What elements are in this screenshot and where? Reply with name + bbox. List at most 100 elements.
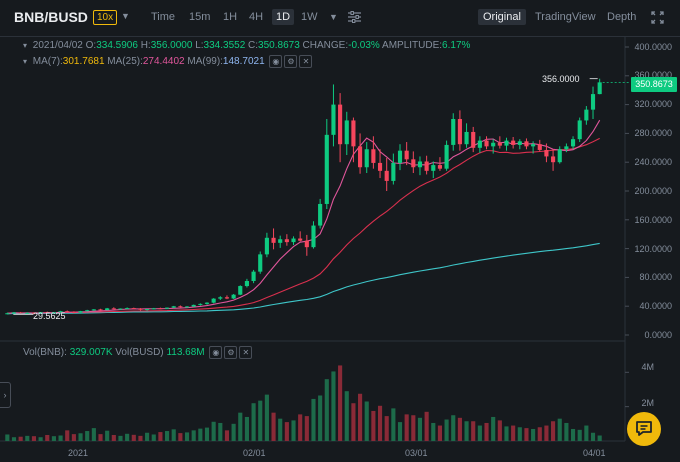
chevron-down-icon[interactable]: ▾ <box>23 57 28 67</box>
timeframe-1h[interactable]: 1H <box>223 11 238 23</box>
ma7-label: MA(7): <box>32 56 63 68</box>
high-value: 356.0000 <box>150 40 193 51</box>
candle-body <box>338 104 343 145</box>
candle-body <box>284 239 289 243</box>
candle-body <box>204 302 210 304</box>
candle-body <box>551 156 556 163</box>
volume-bar <box>491 416 496 441</box>
candle-body <box>105 308 110 311</box>
tab-depth[interactable]: Depth <box>607 11 637 23</box>
volume-bar <box>358 393 363 441</box>
tab-tradingview[interactable]: TradingView <box>535 11 596 23</box>
price-axis-label: 320.0000 <box>634 99 672 109</box>
eye-icon[interactable]: ◉ <box>269 55 283 68</box>
volume-bar <box>371 410 376 441</box>
close-icon[interactable]: ✕ <box>239 346 253 359</box>
eye-icon[interactable]: ◉ <box>209 346 223 359</box>
volume-bar <box>564 422 569 441</box>
candle-body <box>145 309 150 311</box>
volume-bar <box>304 416 309 441</box>
settings-icon[interactable]: ⚙ <box>284 55 298 68</box>
timeframe-1w[interactable]: 1W <box>301 11 318 23</box>
change-label: CHANGE: <box>302 40 349 51</box>
volume-bar <box>590 432 596 441</box>
volume-bar <box>65 430 70 441</box>
timeframe-15m[interactable]: 15m <box>189 11 211 23</box>
volume-bar <box>111 434 116 441</box>
candle-body <box>491 142 496 147</box>
price-axis-label: 0.0000 <box>644 330 672 340</box>
volume-legend: Vol(BNB): 329.007K Vol(BUSD) 113.68M ◉ ⚙ ✕ <box>23 346 253 359</box>
candle-body <box>364 149 369 168</box>
amplitude-value: 6.17% <box>442 40 471 51</box>
candle-body <box>471 131 476 148</box>
volume-bar <box>105 430 110 441</box>
expand-panel-icon[interactable]: › <box>0 382 11 408</box>
volume-axis-label: 4M <box>641 362 654 372</box>
candle-body <box>38 312 43 314</box>
candle-body <box>318 203 323 226</box>
candle-body <box>91 309 96 311</box>
chat-support-button[interactable] <box>627 412 661 446</box>
ohlc-date: 2021/04/02 <box>32 40 83 51</box>
volume-bar <box>98 434 103 441</box>
volume-bar <box>51 436 56 441</box>
volume-bar <box>344 391 349 441</box>
chevron-down-icon[interactable]: ▼ <box>121 11 130 21</box>
candle-body <box>244 281 249 287</box>
vol-bnb-label: Vol(BNB): <box>23 347 67 359</box>
volume-bar <box>451 415 456 441</box>
timeframe-1d[interactable]: 1D <box>272 9 295 25</box>
candle-body <box>304 240 309 248</box>
candle-body <box>11 312 17 314</box>
ma99-label: MA(99): <box>187 56 223 68</box>
volume-bar <box>351 403 356 441</box>
volume-bar <box>11 437 17 441</box>
candle-body <box>231 294 236 299</box>
low-value: 334.3552 <box>203 40 246 51</box>
close-icon[interactable]: ✕ <box>299 55 313 68</box>
candle-body <box>238 286 243 295</box>
tab-original[interactable]: Original <box>478 9 526 25</box>
candle-body <box>45 312 50 314</box>
current-price-tag: 350.8673 <box>631 77 677 92</box>
candle-body <box>278 239 283 243</box>
candle-body <box>384 170 389 181</box>
volume-bar <box>151 434 156 441</box>
volume-bar <box>597 435 602 441</box>
candle-body <box>570 139 576 147</box>
time-axis-label: 04/01 <box>583 448 606 458</box>
ma-legend: ▾ MA(7):301.7681 MA(25):274.4402 MA(99):… <box>23 55 313 68</box>
chevron-down-icon[interactable]: ▾ <box>23 41 28 50</box>
volume-bar <box>397 422 403 441</box>
volume-bar <box>231 423 236 441</box>
candle-body <box>451 119 456 145</box>
volume-bar <box>524 428 529 441</box>
indicator-settings-icon[interactable] <box>348 11 361 23</box>
timeframe-time[interactable]: Time <box>151 11 176 23</box>
volume-bar <box>204 427 210 441</box>
more-timeframes-chevron-icon[interactable]: ▼ <box>329 12 338 22</box>
volume-bar <box>264 394 269 441</box>
fullscreen-icon[interactable] <box>651 11 664 24</box>
candle-body <box>577 120 582 140</box>
leverage-badge[interactable]: 10x <box>93 10 118 25</box>
ma25-line <box>7 137 600 314</box>
volume-bar <box>497 420 502 441</box>
candle-body <box>417 161 423 168</box>
volume-bar <box>271 412 276 441</box>
candle-body <box>138 308 143 310</box>
settings-icon[interactable]: ⚙ <box>224 346 238 359</box>
timeframe-4h[interactable]: 4H <box>249 11 264 23</box>
candle-body <box>597 82 602 95</box>
volume-bar <box>131 434 136 441</box>
candle-body <box>477 140 482 148</box>
volume-bar <box>364 401 369 441</box>
price-axis-label: 280.0000 <box>634 128 672 138</box>
candle-body <box>377 162 383 171</box>
close-value: 350.8673 <box>258 40 300 51</box>
volume-bar <box>164 431 170 441</box>
pair-title[interactable]: BNB/BUSD <box>14 9 88 25</box>
volume-bar <box>18 436 23 441</box>
